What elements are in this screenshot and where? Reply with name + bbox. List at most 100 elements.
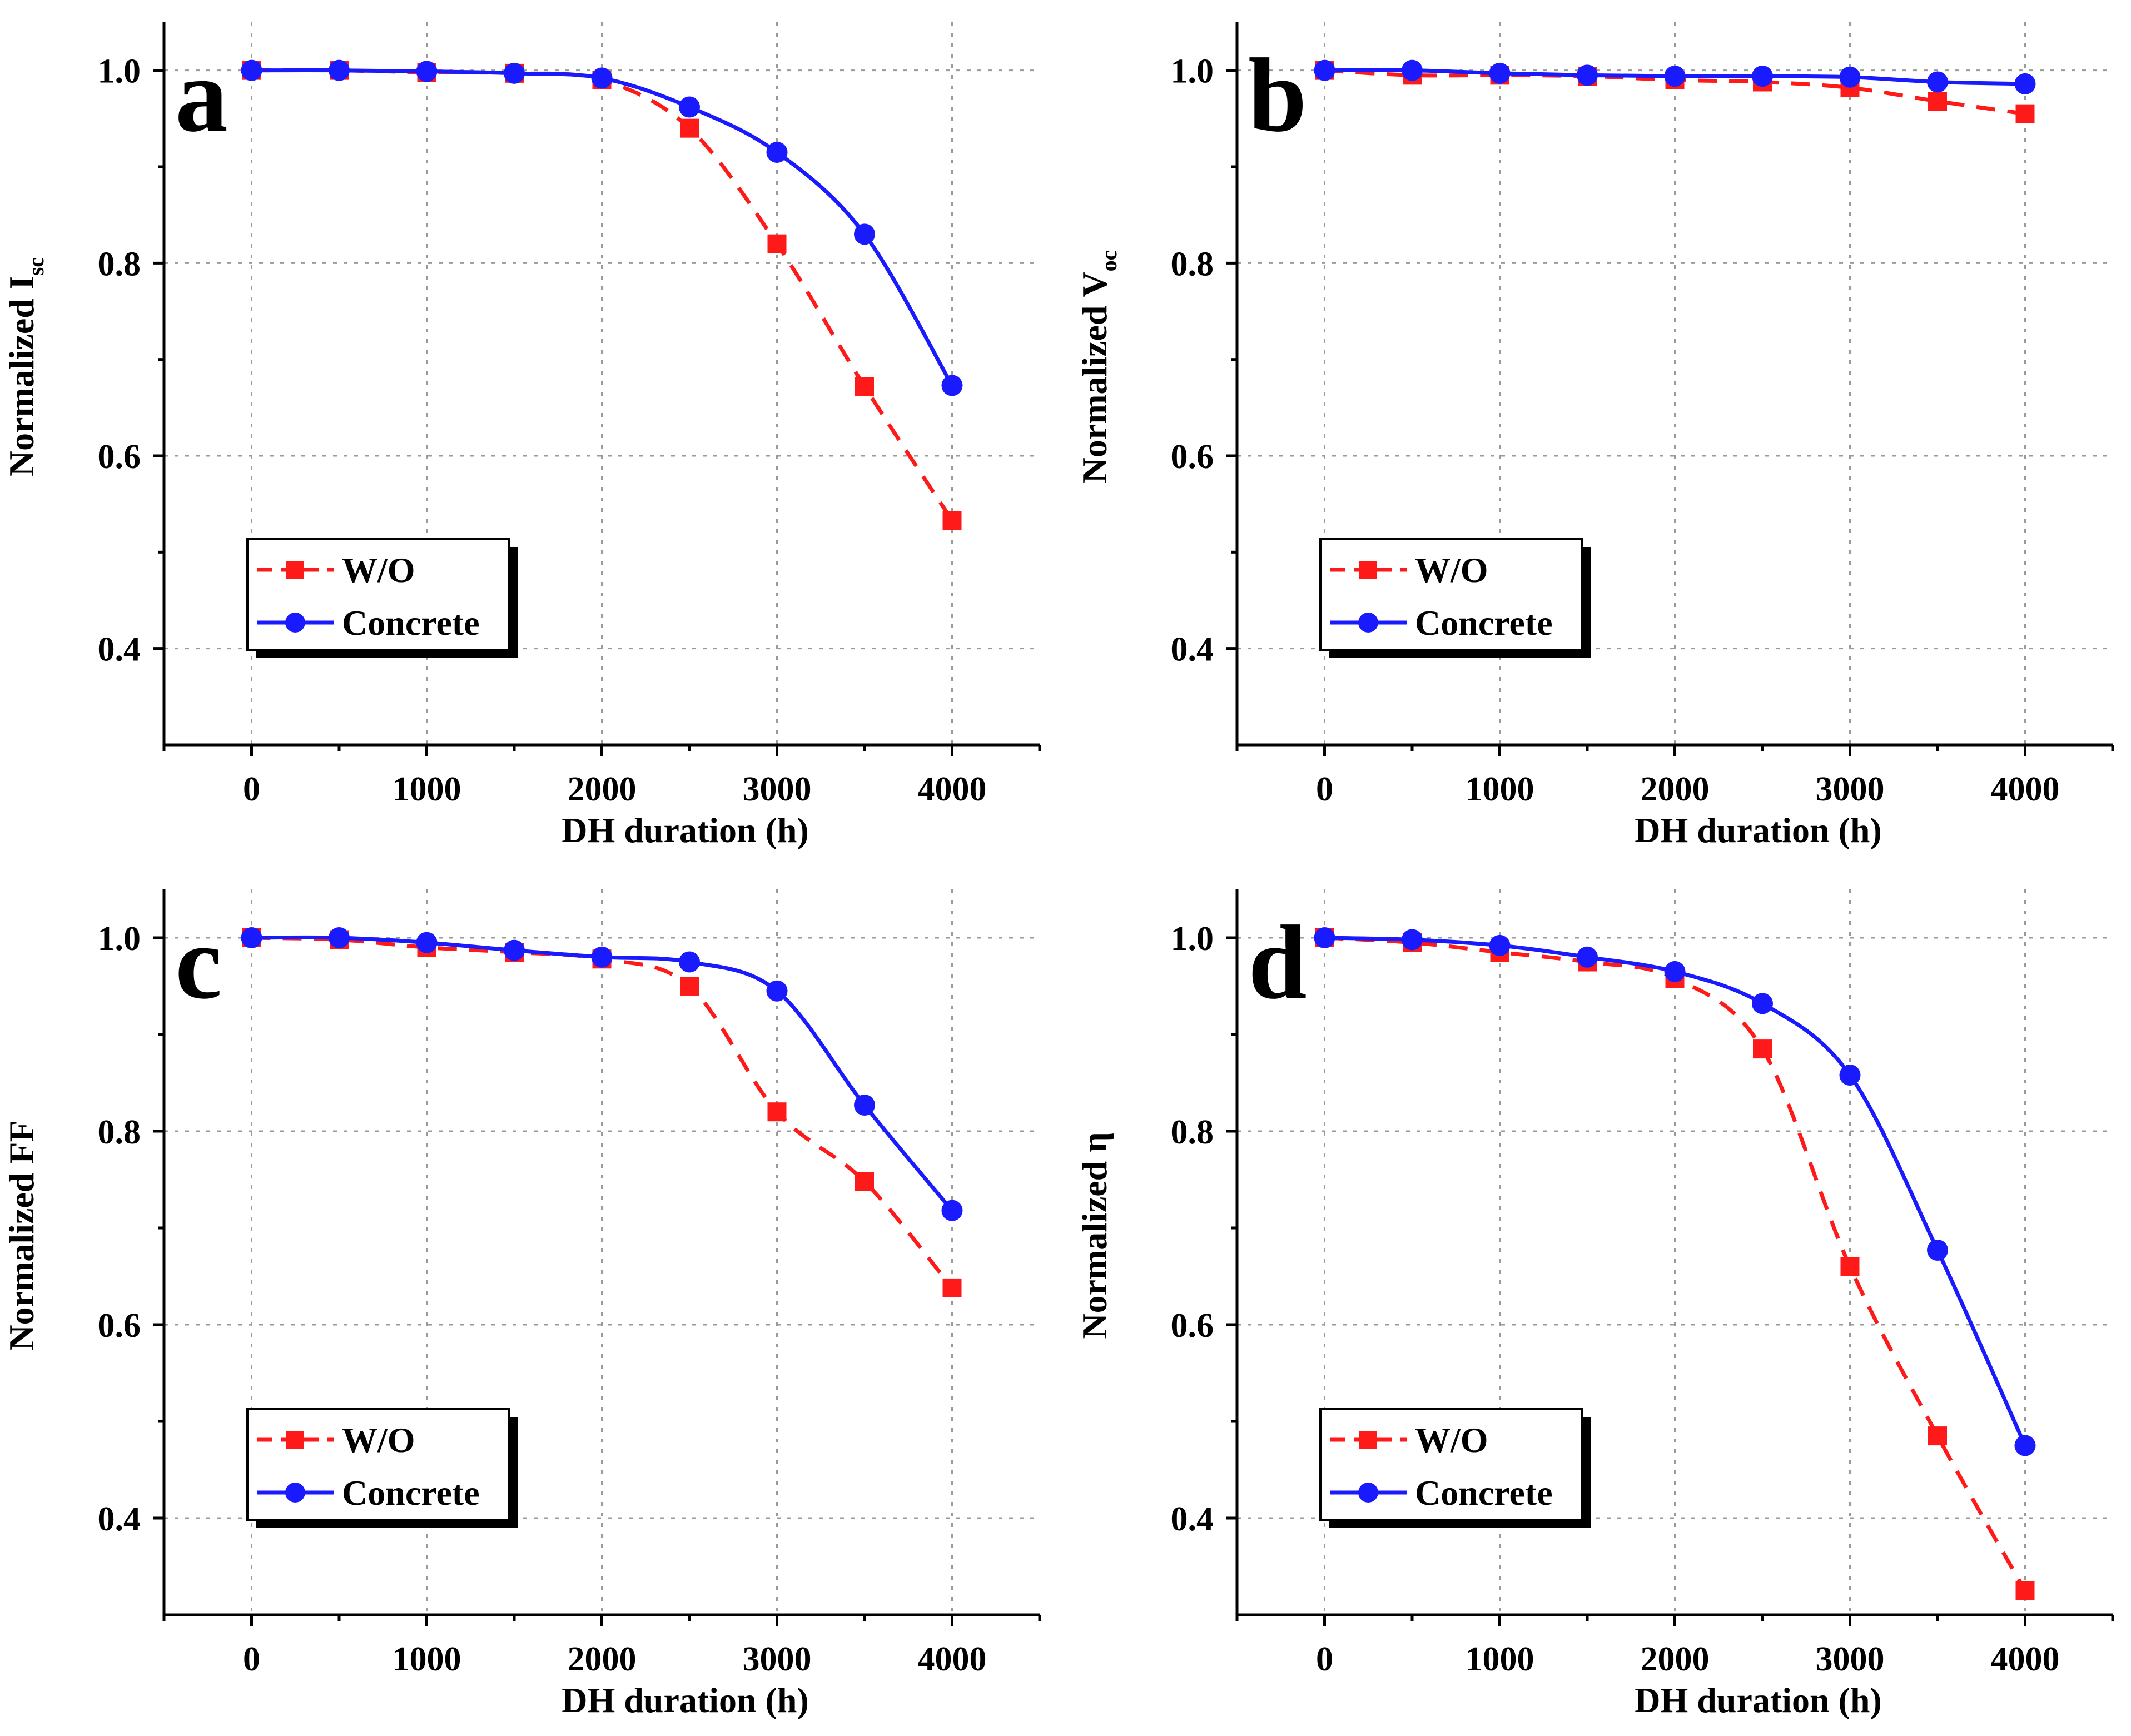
data-point-circle	[2014, 1435, 2036, 1456]
data-point-circle	[1664, 66, 1686, 87]
y-axis-title-subscript: sc	[23, 257, 48, 276]
panel-d: 0 1000 2000 3000 4000 0.4 0.6 0.8 1.0 DH duration…	[1075, 889, 2114, 1720]
legend-box	[246, 1408, 510, 1521]
legend-marker-circle	[1358, 613, 1378, 633]
x-tick-label: 4000	[1991, 770, 2060, 808]
data-point-square	[942, 1278, 962, 1297]
series-concrete	[241, 59, 963, 396]
series-line	[1324, 936, 2027, 1592]
legend: W/O Concrete	[246, 538, 518, 658]
x-tick-label: 1000	[1466, 770, 1534, 808]
y-axis-title: Normalized η	[1075, 1132, 1114, 1339]
legend-label: W/O	[342, 550, 415, 590]
data-point-circle	[854, 223, 875, 245]
x-tick-label: 1000	[393, 770, 461, 808]
legend: W/O Concrete	[246, 1408, 518, 1528]
data-point-circle	[1314, 927, 1335, 948]
x-tick-label: 2000	[1641, 1640, 1710, 1678]
data-point-circle	[854, 1095, 875, 1116]
y-axis-title-main: Normalized V	[1075, 271, 1114, 483]
data-point-circle	[766, 980, 788, 1002]
x-tick-label: 3000	[743, 770, 812, 808]
series-line	[251, 68, 954, 522]
data-point-circle	[1927, 71, 1948, 93]
legend-label: Concrete	[1415, 603, 1553, 643]
legend-label: W/O	[1415, 550, 1488, 590]
panel-letter: c	[175, 904, 222, 1021]
y-axis-title: Normalized Voc	[1075, 251, 1121, 484]
data-point-square	[2015, 1581, 2035, 1600]
y-tick-label: 0.8	[1171, 1113, 1214, 1151]
data-point-square	[1928, 1426, 1947, 1446]
data-point-circle	[1664, 961, 1686, 982]
legend-label: Concrete	[342, 603, 480, 643]
legend-label: W/O	[342, 1420, 415, 1460]
data-point-circle	[504, 62, 525, 84]
panel-a: 0 1000 2000 3000 4000 0.4 0.6 0.8 1.0 DH duration…	[2, 22, 1041, 850]
data-point-circle	[1839, 1065, 1861, 1086]
x-tick-label: 3000	[1816, 770, 1885, 808]
legend-label: Concrete	[1415, 1473, 1553, 1513]
series-line	[251, 936, 954, 1290]
data-point-circle	[241, 927, 262, 948]
legend-marker-square	[286, 1431, 304, 1449]
data-point-circle	[329, 59, 350, 81]
y-tick-label: 0.8	[98, 1113, 141, 1151]
data-point-square	[680, 977, 699, 996]
x-axis-title: DH duration (h)	[1635, 810, 1882, 850]
legend-marker-square	[286, 561, 304, 579]
y-axis-title-main: Normalized I	[2, 276, 41, 476]
data-point-circle	[1314, 59, 1335, 81]
x-axis-title: DH duration (h)	[1635, 1680, 1882, 1720]
x-tick-label: 0	[243, 770, 260, 808]
legend-box	[246, 538, 510, 651]
data-point-square	[1840, 1257, 1860, 1276]
y-tick-label: 1.0	[1171, 53, 1214, 91]
x-tick-label: 0	[1316, 770, 1333, 808]
x-axis-title: DH duration (h)	[562, 1680, 809, 1720]
y-axis-title: Normalized FF	[2, 1120, 41, 1350]
data-point-circle	[766, 142, 788, 163]
data-point-square	[855, 377, 874, 396]
x-tick-label: 0	[243, 1640, 260, 1678]
x-axis-title: DH duration (h)	[562, 810, 809, 850]
data-point-circle	[941, 1200, 963, 1221]
panel-letter: b	[1248, 37, 1307, 154]
x-tick-label: 4000	[918, 1640, 987, 1678]
y-tick-label: 0.6	[1171, 1307, 1214, 1345]
data-point-circle	[941, 375, 963, 396]
y-tick-label: 0.4	[98, 631, 141, 669]
legend: W/O Concrete	[1319, 538, 1591, 658]
series-concrete	[241, 927, 963, 1221]
x-tick-label: 2000	[568, 1640, 637, 1678]
legend-marker-square	[1359, 1431, 1377, 1449]
legend-marker-circle	[285, 1483, 305, 1503]
data-point-square	[855, 1172, 874, 1191]
series-line	[1324, 936, 2027, 1446]
data-point-square	[1753, 1039, 1772, 1059]
data-point-circle	[1839, 66, 1861, 88]
data-point-square	[767, 1102, 787, 1122]
y-tick-label: 1.0	[1171, 920, 1214, 958]
data-point-circle	[1489, 934, 1511, 956]
y-axis-title-main: Normalized FF	[2, 1120, 41, 1350]
y-tick-label: 0.6	[1171, 438, 1214, 476]
data-point-circle	[416, 932, 438, 953]
y-axis-title: Normalized Isc	[2, 257, 48, 476]
data-point-square	[767, 234, 787, 253]
data-point-circle	[1752, 993, 1773, 1014]
data-point-circle	[1402, 59, 1423, 81]
y-axis-title-subscript: oc	[1096, 251, 1121, 272]
data-point-circle	[1489, 62, 1511, 84]
legend-marker-square	[1359, 561, 1377, 579]
data-point-square	[1928, 92, 1947, 111]
y-axis-title-main: Normalized η	[1075, 1132, 1114, 1339]
data-point-square	[942, 511, 962, 530]
series-line	[251, 935, 954, 1212]
y-tick-label: 0.4	[98, 1500, 141, 1538]
y-tick-label: 0.4	[1171, 631, 1214, 669]
legend-marker-circle	[285, 613, 305, 633]
series-concrete	[1314, 59, 2036, 94]
y-tick-label: 0.6	[98, 438, 141, 476]
data-point-square	[680, 118, 699, 138]
